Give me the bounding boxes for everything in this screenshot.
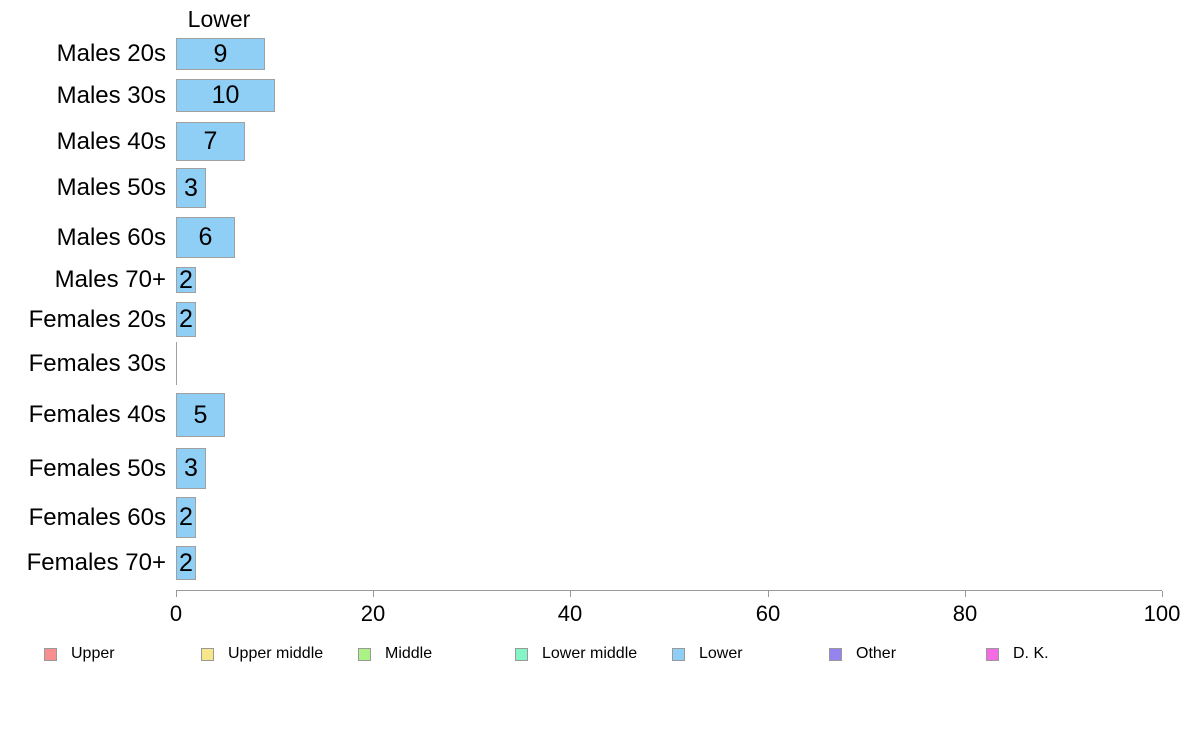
legend-swatch-icon: [829, 647, 842, 661]
x-axis-tick-label: 80: [952, 601, 978, 626]
x-axis-tick: [768, 591, 769, 597]
x-axis-line: [176, 590, 1162, 591]
chart-title: Lower: [187, 6, 251, 32]
bar-value-label: 10: [211, 81, 240, 109]
x-axis-tick: [373, 591, 374, 597]
bar: 2: [176, 267, 196, 293]
bar: 6: [176, 217, 235, 258]
category-label: Females 20s: [28, 305, 166, 333]
bar: 9: [176, 38, 265, 70]
bar-value-label: 2: [179, 305, 193, 333]
legend-label: Lower: [699, 645, 743, 662]
legend-label: Upper middle: [228, 645, 324, 662]
bar: 3: [176, 168, 206, 208]
bar-value-label: 2: [179, 265, 193, 294]
bar: 2: [176, 546, 196, 580]
legend-item: Other: [829, 641, 896, 667]
bar-value-label: 7: [203, 127, 218, 155]
x-axis-tick-label: 0: [169, 601, 183, 626]
x-axis-tick: [965, 591, 966, 597]
bar-value-label: 2: [179, 548, 193, 577]
legend-item: Upper middle: [201, 641, 323, 667]
category-label: Males 30s: [56, 81, 166, 109]
legend-label: Lower middle: [542, 645, 638, 662]
category-label: Males 60s: [56, 223, 166, 251]
category-label: Females 40s: [28, 401, 166, 428]
bar-value-label: 5: [193, 400, 208, 429]
category-label: Females 60s: [28, 503, 166, 531]
x-axis-tick: [570, 591, 571, 597]
legend-label: D. K.: [1013, 645, 1049, 662]
category-label: Males 20s: [56, 40, 166, 67]
bar: 5: [176, 393, 225, 437]
legend-swatch-icon: [358, 647, 371, 661]
category-label: Males 70+: [54, 266, 166, 293]
x-axis-tick-label: 60: [755, 601, 781, 626]
category-label: Females 30s: [28, 349, 166, 377]
legend-swatch-icon: [44, 647, 57, 661]
legend: Upper Upper middle Middle Lower middle Lower…: [0, 641, 1188, 667]
legend-item: Middle: [358, 641, 432, 667]
bar: 7: [176, 122, 245, 161]
bar-value-label: 2: [179, 503, 193, 531]
bar-value-label: 9: [213, 39, 228, 68]
legend-swatch-icon: [986, 647, 999, 661]
x-axis-tick-label: 100: [1143, 601, 1181, 626]
bar: 2: [176, 497, 196, 538]
category-label: Males 50s: [56, 174, 166, 201]
legend-label: Other: [856, 645, 897, 662]
category-label: Females 50s: [28, 454, 166, 482]
category-label: Females 70+: [26, 549, 166, 576]
legend-swatch-icon: [515, 647, 528, 661]
legend-item: Lower: [672, 641, 743, 667]
bar: 10: [176, 79, 275, 112]
x-axis-tick: [1162, 591, 1163, 597]
bar-value-label: 3: [184, 454, 198, 482]
legend-swatch-icon: [201, 647, 214, 661]
category-label: Males 40s: [56, 127, 166, 155]
legend-item: D. K.: [986, 641, 1049, 667]
x-axis-tick-label: 40: [557, 601, 583, 626]
legend-label: Upper: [71, 645, 115, 662]
legend-item: Upper: [44, 641, 115, 667]
legend-swatch-icon: [672, 647, 685, 661]
zero-value-bar: [176, 342, 177, 385]
bar-value-label: 6: [198, 223, 213, 251]
legend-label: Middle: [385, 645, 433, 662]
x-axis-tick: [176, 591, 177, 597]
legend-item: Lower middle: [515, 641, 637, 667]
bar-value-label: 3: [184, 173, 198, 202]
bar: 2: [176, 302, 196, 337]
bar: 3: [176, 448, 206, 489]
x-axis-tick-label: 20: [360, 601, 386, 626]
